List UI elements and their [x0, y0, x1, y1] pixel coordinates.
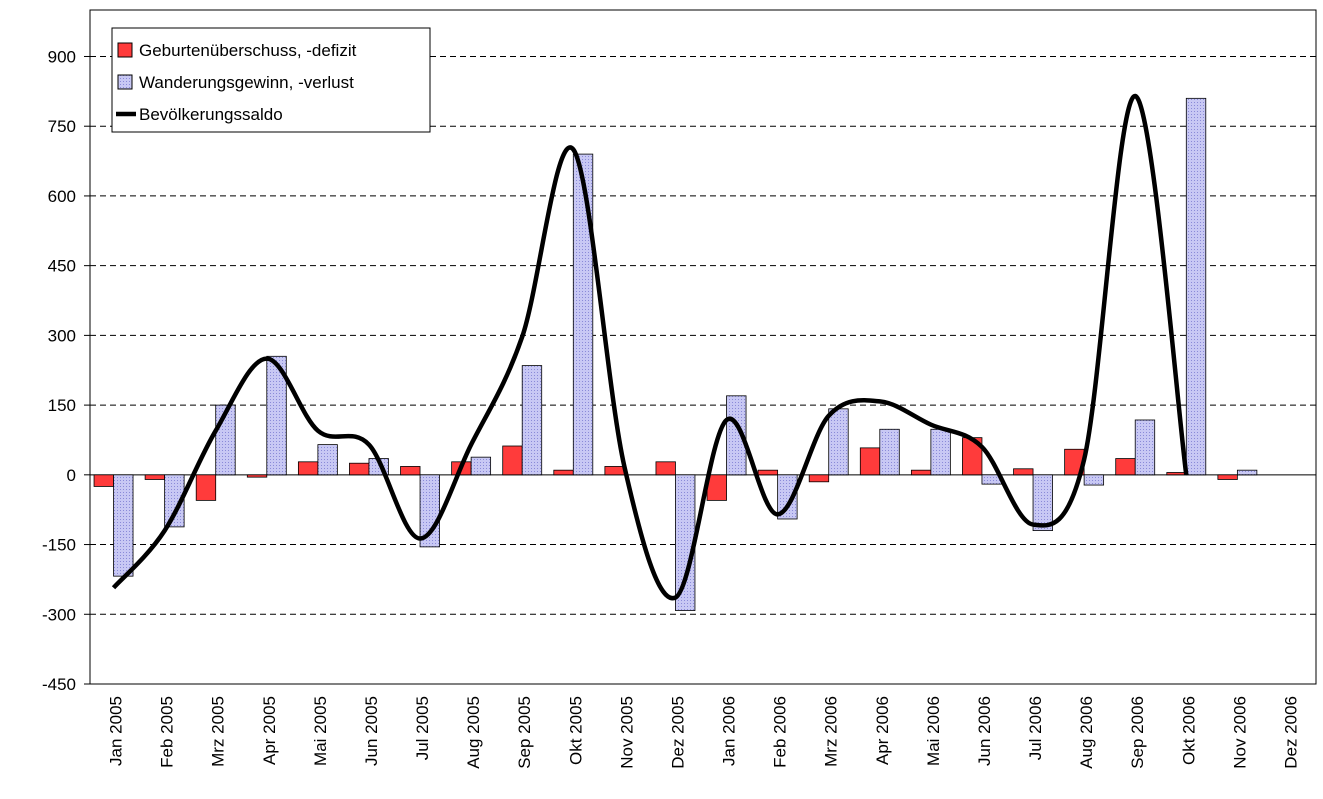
bar: [195, 474, 217, 501]
bar: [164, 474, 185, 528]
x-tick-label: Aug 2005: [464, 696, 483, 769]
y-tick-label: 0: [67, 466, 76, 485]
bar: [246, 474, 268, 478]
bar: [93, 474, 114, 487]
bar: [930, 428, 951, 476]
legend-label: Bevölkerungssaldo: [139, 105, 283, 124]
legend-swatch: [117, 74, 133, 90]
legend-label: Geburtenüberschuss, -defizit: [139, 41, 357, 60]
x-tick-label: Feb 2006: [771, 696, 790, 768]
x-tick-label: Dez 2006: [1281, 696, 1300, 769]
legend-swatch: [117, 42, 133, 58]
bar: [1166, 472, 1187, 476]
bar: [297, 461, 319, 476]
x-tick-label: Feb 2005: [158, 696, 177, 768]
bar: [910, 469, 932, 476]
bar: [1115, 458, 1136, 476]
x-tick-label: Dez 2005: [668, 696, 687, 769]
bar: [553, 469, 574, 476]
bar: [1083, 474, 1105, 486]
x-tick-label: Jul 2006: [1026, 696, 1045, 760]
y-tick-label: -300: [42, 605, 76, 624]
bar: [1013, 468, 1034, 476]
y-tick-label: 900: [48, 47, 76, 66]
bar: [1185, 97, 1207, 476]
x-tick-label: Jul 2005: [413, 696, 432, 760]
bar: [266, 355, 287, 476]
x-tick-label: Nov 2006: [1230, 696, 1249, 769]
x-tick-label: Jun 2005: [362, 696, 381, 766]
x-tick-label: Mai 2006: [924, 696, 943, 766]
y-tick-label: 300: [48, 326, 76, 345]
x-tick-label: Nov 2005: [617, 696, 636, 769]
bar: [113, 474, 134, 577]
bar: [879, 428, 900, 476]
x-tick-label: Mrz 2006: [822, 696, 841, 767]
legend-label: Wanderungsgewinn, -verlust: [139, 73, 354, 92]
bar: [400, 466, 421, 476]
y-tick-label: -150: [42, 536, 76, 555]
x-tick-label: Sep 2005: [515, 696, 534, 769]
bar: [502, 445, 523, 476]
bar: [1236, 469, 1258, 476]
x-tick-label: Apr 2006: [873, 696, 892, 765]
x-tick-label: Jan 2006: [720, 696, 739, 766]
x-tick-label: Okt 2006: [1179, 696, 1198, 765]
bar: [859, 447, 881, 476]
x-tick-label: Sep 2006: [1128, 696, 1147, 769]
bar: [317, 444, 338, 476]
x-tick-label: Aug 2006: [1077, 696, 1096, 769]
x-tick-label: Okt 2005: [566, 696, 585, 765]
bar: [777, 474, 798, 520]
bar: [470, 456, 492, 476]
x-tick-label: Apr 2005: [260, 696, 279, 765]
bar: [726, 395, 747, 476]
bar: [521, 365, 543, 476]
bar: [757, 469, 779, 476]
bar: [604, 466, 625, 476]
legend-box: [111, 27, 431, 133]
bar: [144, 474, 166, 480]
y-tick-label: 150: [48, 396, 76, 415]
line: [111, 93, 1189, 601]
y-tick-label: 450: [48, 257, 76, 276]
bar: [1217, 474, 1238, 480]
x-tick-label: Mrz 2005: [209, 696, 228, 767]
bar: [655, 461, 676, 476]
bar: [828, 408, 849, 476]
y-tick-label: 600: [48, 187, 76, 206]
bar: [1134, 419, 1156, 476]
x-tick-label: Jun 2006: [975, 696, 994, 766]
y-tick-label: 750: [48, 117, 76, 136]
x-tick-label: Jan 2005: [107, 696, 126, 766]
bar: [1032, 474, 1053, 532]
bar: [349, 462, 370, 476]
bar: [808, 474, 830, 483]
x-tick-label: Mai 2005: [311, 696, 330, 766]
bar: [572, 153, 594, 476]
y-tick-label: -450: [42, 675, 76, 694]
